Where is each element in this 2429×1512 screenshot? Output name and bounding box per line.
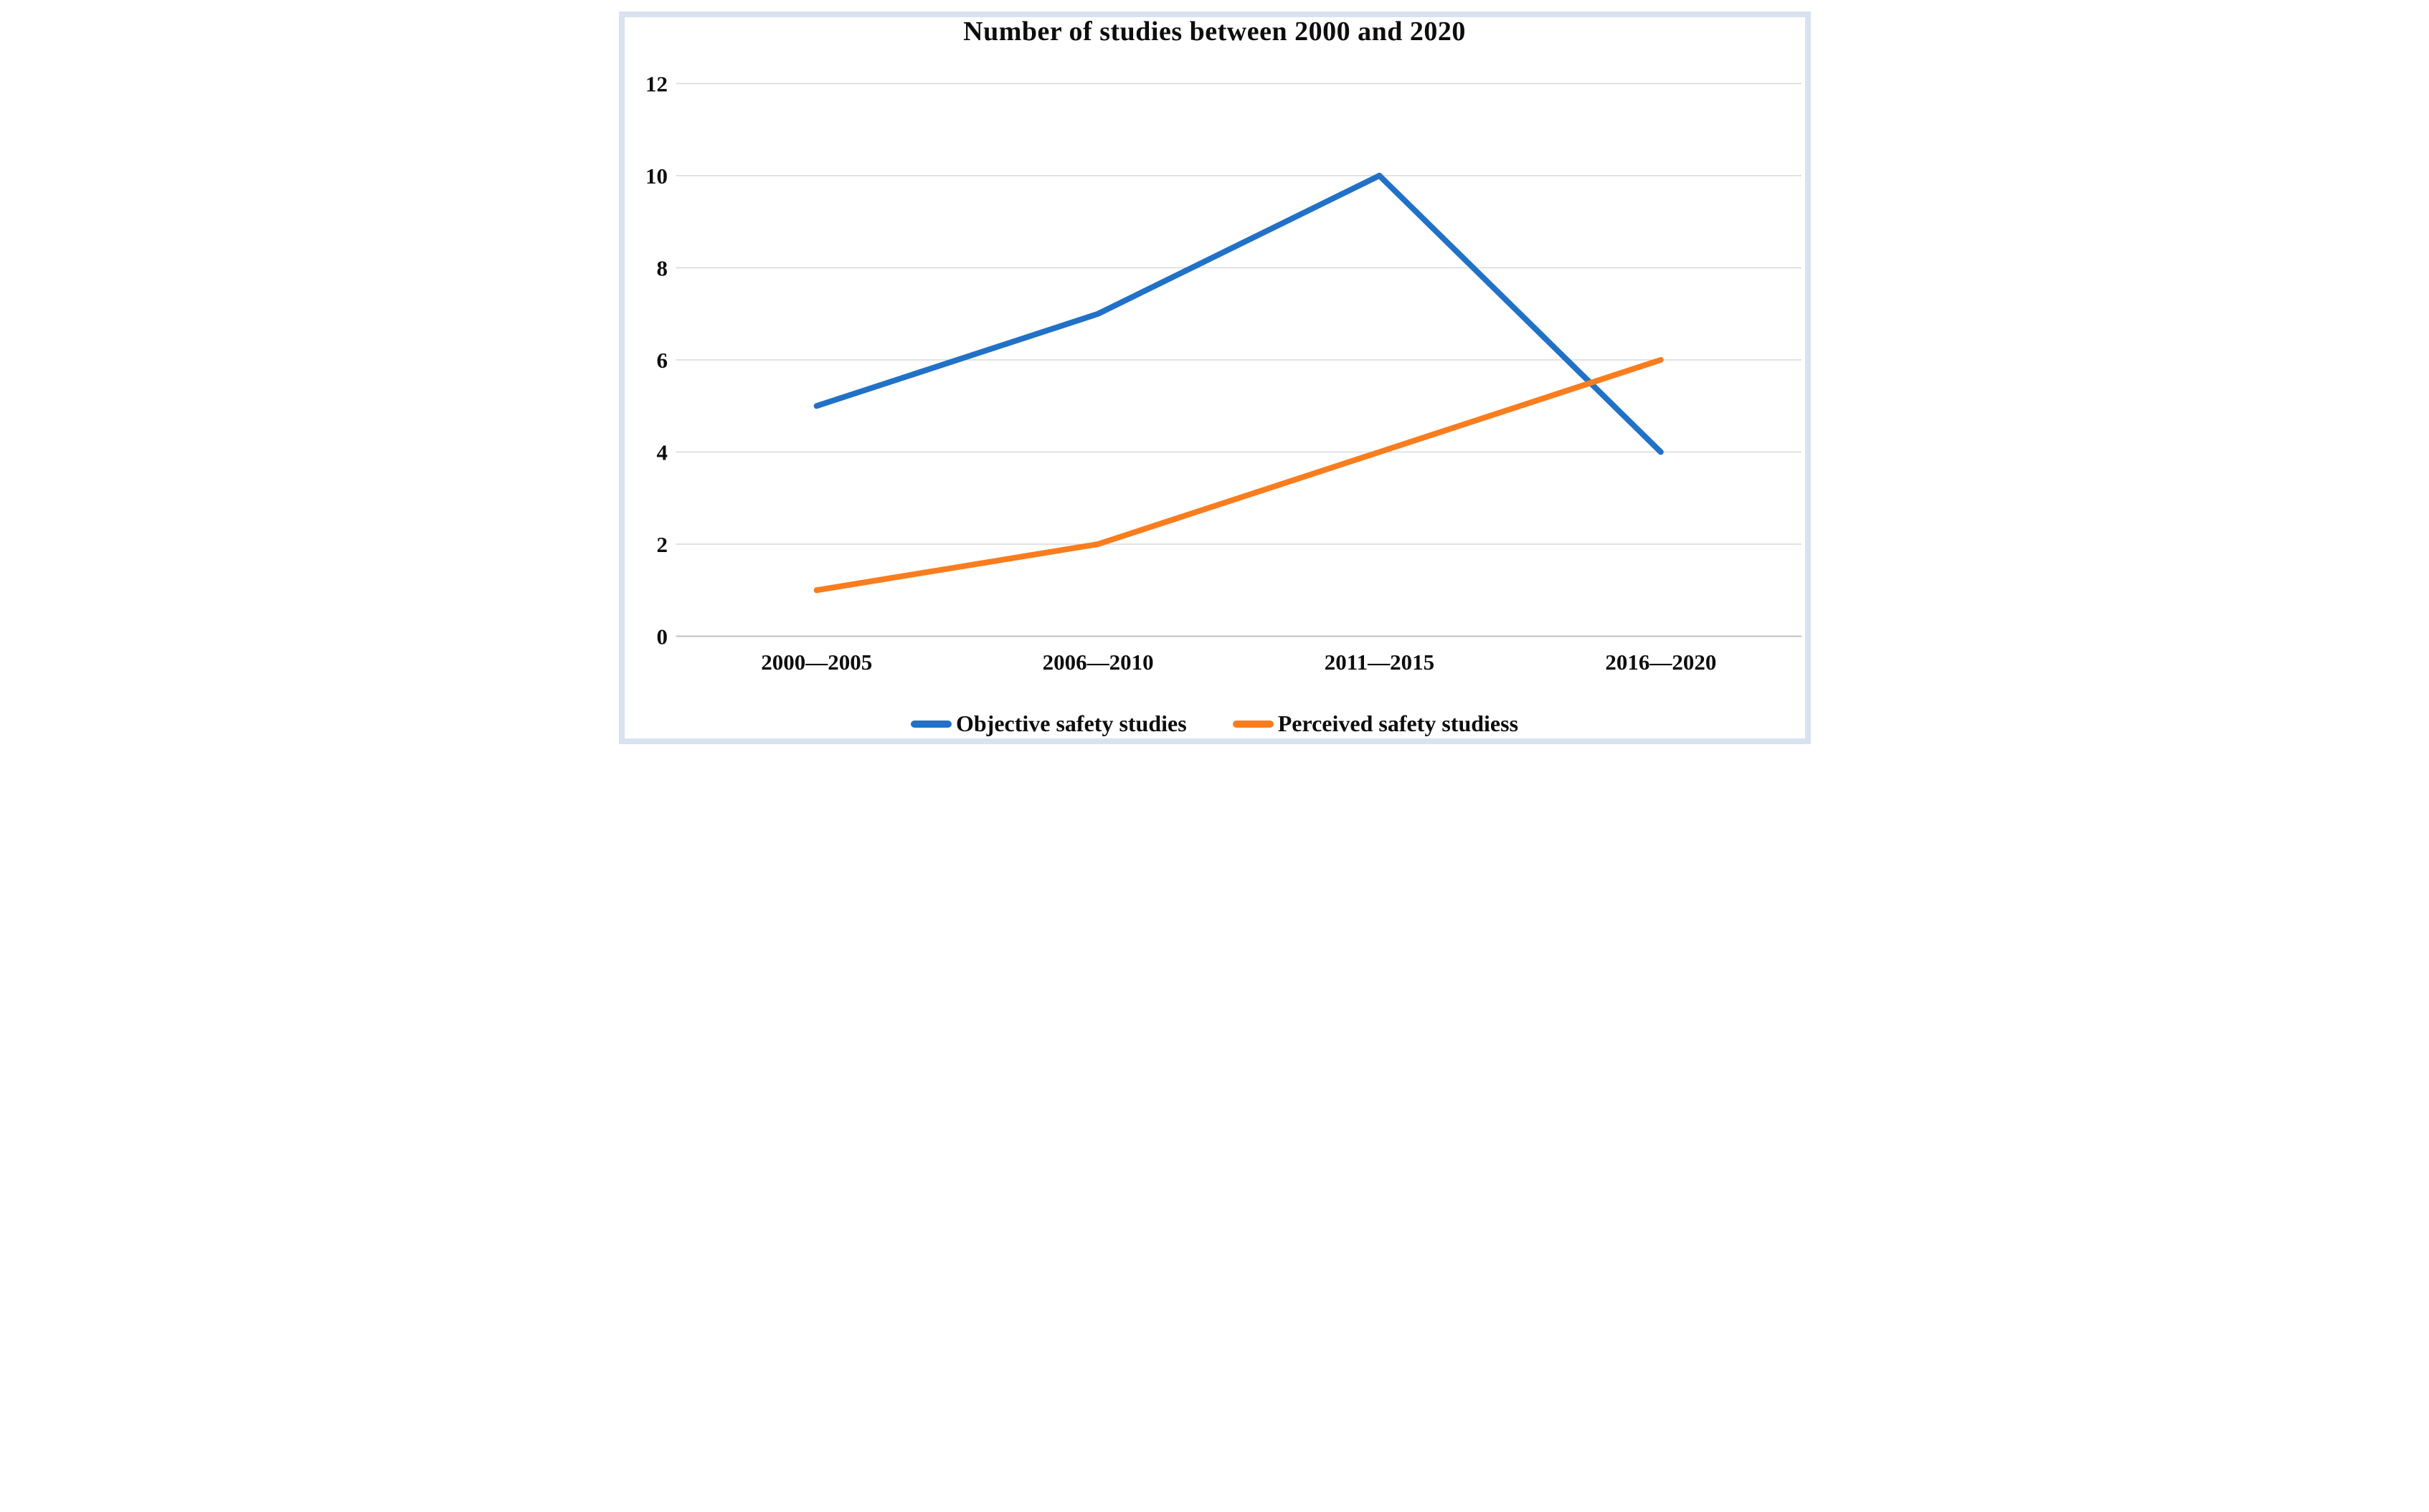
x-tick-label-1: 2006—2010: [1042, 650, 1153, 675]
legend-item-objective-safety-studies: Objective safety studies: [910, 710, 1187, 737]
legend-item-perceived-safety-studies: Perceived safety studiess: [1232, 710, 1519, 737]
y-tick-label-2: 2: [656, 532, 668, 557]
y-tick-label-4: 4: [656, 440, 668, 465]
legend-label-perceived: Perceived safety studiess: [1277, 710, 1519, 736]
series-line-0: [813, 173, 1664, 455]
y-tick-label-12: 12: [645, 72, 668, 97]
legend-swatch-perceived-icon: [1232, 720, 1274, 728]
y-tick-label-8: 8: [656, 256, 668, 281]
chart-title: Number of studies between 2000 and 2020: [963, 16, 1466, 47]
legend-label-objective: Objective safety studies: [955, 710, 1187, 736]
figure: Number of studies between 2000 and 2020 …: [607, 0, 1822, 756]
x-tick-label-2: 2011—2015: [1324, 650, 1434, 675]
y-tick-label-10: 10: [645, 163, 668, 189]
x-tick-label-0: 2000—2005: [761, 650, 872, 675]
y-tick-label-6: 6: [656, 348, 668, 373]
line-chart-plot: 0 2 4 6 8 10 12 2000—2005 2006—2010 2011—2015 2016…: [645, 72, 1801, 675]
legend: Objective safety studies Perceived safet…: [607, 710, 1822, 737]
series-line-1: [813, 357, 1664, 594]
legend-swatch-objective-icon: [910, 720, 952, 728]
x-tick-label-3: 2016—2020: [1605, 650, 1716, 675]
y-tick-label-0: 0: [656, 624, 668, 650]
